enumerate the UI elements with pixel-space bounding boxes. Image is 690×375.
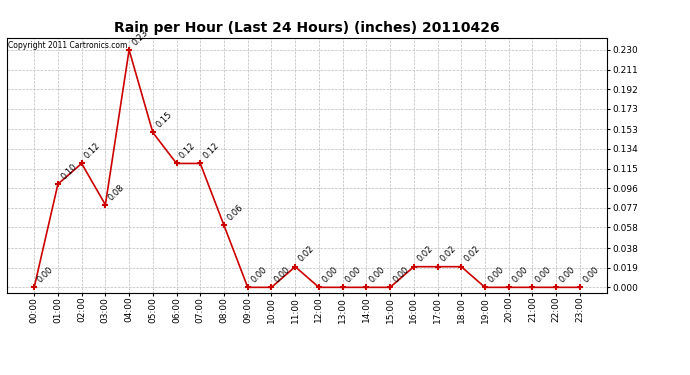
Text: 0.00: 0.00 [534,265,553,285]
Text: 0.00: 0.00 [510,265,529,285]
Text: 0.00: 0.00 [486,265,506,285]
Title: Rain per Hour (Last 24 Hours) (inches) 20110426: Rain per Hour (Last 24 Hours) (inches) 2… [115,21,500,35]
Text: 0.23: 0.23 [130,28,150,47]
Text: 0.00: 0.00 [320,265,339,285]
Text: 0.12: 0.12 [83,141,102,160]
Text: 0.02: 0.02 [439,244,458,264]
Text: 0.08: 0.08 [107,183,126,202]
Text: 0.00: 0.00 [249,265,268,285]
Text: 0.00: 0.00 [558,265,577,285]
Text: 0.00: 0.00 [36,265,55,285]
Text: 0.02: 0.02 [297,244,316,264]
Text: 0.02: 0.02 [415,244,435,264]
Text: 0.10: 0.10 [59,162,79,182]
Text: 0.06: 0.06 [226,203,245,223]
Text: 0.00: 0.00 [273,265,292,285]
Text: Copyright 2011 Cartronics.com: Copyright 2011 Cartronics.com [8,41,128,50]
Text: 0.00: 0.00 [581,265,601,285]
Text: 0.00: 0.00 [344,265,364,285]
Text: 0.00: 0.00 [368,265,387,285]
Text: 0.12: 0.12 [201,141,221,160]
Text: 0.15: 0.15 [154,110,174,130]
Text: 0.02: 0.02 [463,244,482,264]
Text: 0.00: 0.00 [391,265,411,285]
Text: 0.12: 0.12 [178,141,197,160]
